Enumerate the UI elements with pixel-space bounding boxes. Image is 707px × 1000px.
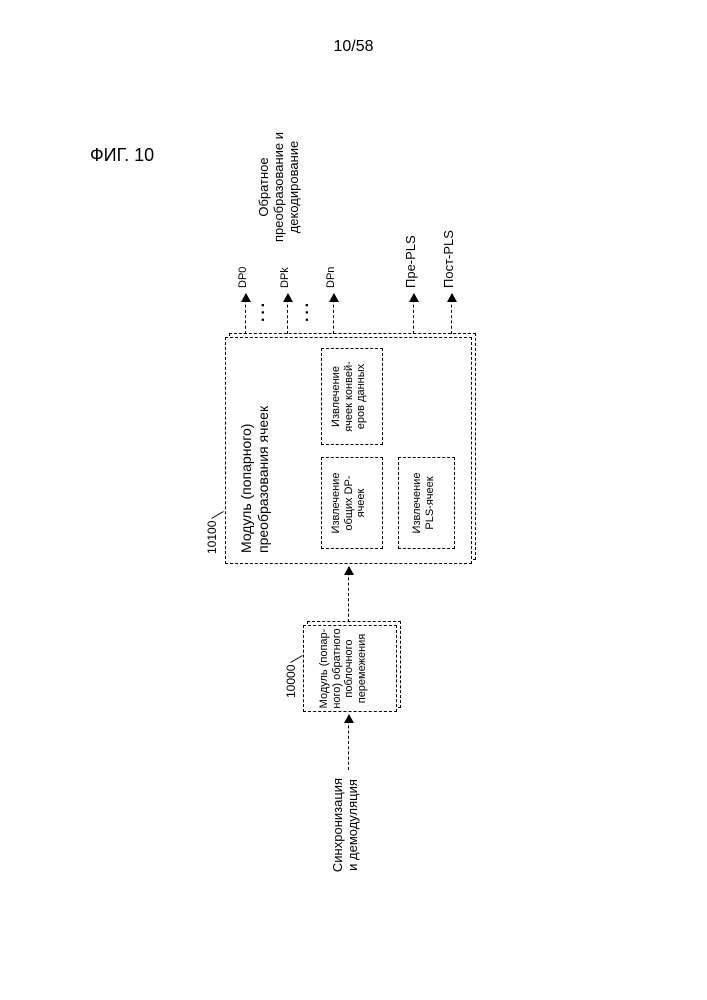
- page: 10/58 ФИГ. 10 Синхронизация и демодуляци…: [0, 0, 707, 1000]
- block-deinterleaver-title: Модуль (попар- ного) обратного поблочног…: [318, 628, 369, 709]
- block-cell-demapper-title: Модуль (попарного) преобразования ячеек: [238, 353, 272, 553]
- arrow-mid: [348, 567, 349, 622]
- arrow-post-pls: [451, 294, 452, 334]
- input-label: Синхронизация и демодуляция: [331, 770, 361, 880]
- diagram-canvas: Синхронизация и демодуляция Модуль (попа…: [183, 180, 523, 880]
- subblock-pipe-label: Извлечение ячеек конвей- еров данных: [330, 351, 368, 442]
- dots-upper: ···: [255, 300, 273, 322]
- arrow-input: [348, 715, 349, 770]
- subblock-common-dp: Извлечение общих DP- ячеек: [321, 457, 383, 549]
- block-deinterleaver: Модуль (попар- ного) обратного поблочног…: [303, 625, 397, 712]
- figure-label: ФИГ. 10: [90, 145, 154, 166]
- out-post-pls: Пост-PLS: [442, 198, 457, 288]
- out-pre-pls: Пре-PLS: [404, 208, 419, 288]
- page-number: 10/58: [0, 38, 707, 56]
- out-dp0: DP0: [237, 248, 250, 288]
- arrow-pre-pls: [413, 294, 414, 334]
- out-dpn: DPn: [325, 248, 338, 288]
- subblock-pls-label: Извлечение PLS-ячеек: [411, 460, 436, 546]
- dots-lower: ···: [299, 300, 317, 322]
- subblock-pipe: Извлечение ячеек конвей- еров данных: [321, 348, 383, 445]
- output-side-label-2: Обратное преобразование и декодирование: [257, 122, 302, 252]
- diagram: Синхронизация и демодуляция Модуль (попа…: [183, 180, 523, 880]
- ref-10100-leader: [211, 511, 224, 519]
- subblock-pls: Извлечение PLS-ячеек: [398, 457, 455, 549]
- out-dpk: DPk: [279, 248, 292, 288]
- block-cell-demapper: Модуль (попарного) преобразования ячеек …: [225, 337, 472, 564]
- arrow-dp0: [245, 294, 246, 334]
- subblock-common-dp-label: Извлечение общих DP- ячеек: [330, 460, 368, 546]
- ref-10000: 10000: [284, 665, 298, 698]
- ref-10000-leader: [290, 655, 303, 663]
- arrow-dpk: [287, 294, 288, 334]
- ref-10100: 10100: [205, 521, 219, 554]
- arrow-dpn: [333, 294, 334, 334]
